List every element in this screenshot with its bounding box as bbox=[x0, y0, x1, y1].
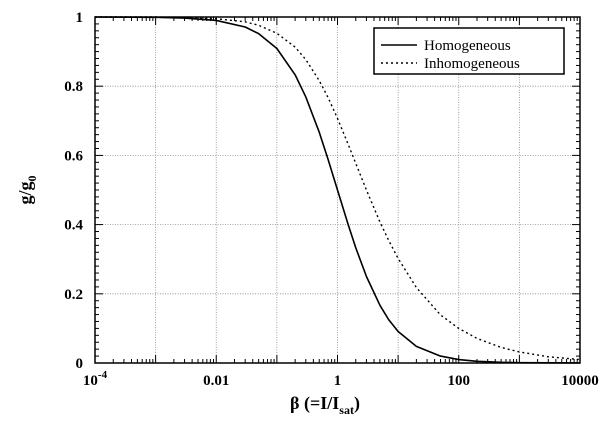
y-tick-label: 0.8 bbox=[64, 79, 83, 95]
legend: Homogeneous Inhomogeneous bbox=[373, 27, 565, 75]
series-line-homogeneous bbox=[94, 16, 581, 364]
y-tick-label: 0.2 bbox=[64, 287, 83, 303]
legend-box bbox=[373, 27, 565, 75]
legend-label-inhomogeneous: Inhomogeneous bbox=[424, 56, 520, 72]
x-tick-label: 10-4 bbox=[83, 369, 108, 389]
plot-frame bbox=[94, 16, 581, 364]
x-tick-label: 100 bbox=[448, 373, 471, 389]
x-tick-label: 0.01 bbox=[203, 373, 229, 389]
x-axis-title-suffix: ) bbox=[354, 393, 360, 414]
x-tick-label-exponent: -4 bbox=[98, 369, 108, 381]
y-tick-labels: 0 0.2 0.4 0.6 0.8 1 bbox=[64, 10, 83, 372]
series-layer bbox=[94, 16, 581, 364]
x-axis-title: β (=I/Isat) bbox=[290, 393, 360, 417]
x-tick-label: 1 bbox=[334, 373, 342, 389]
x-tick-labels: 10-4 0.01 1 100 10000 bbox=[83, 369, 599, 389]
y-tick-label: 0.4 bbox=[64, 218, 83, 234]
x-tick-label-base: 10 bbox=[83, 373, 98, 389]
y-tick-label: 0 bbox=[76, 356, 84, 372]
x-axis-title-prefix: β (=I/I bbox=[290, 393, 339, 414]
y-axis-title-subscript: 0 bbox=[25, 175, 39, 181]
legend-label-homogeneous: Homogeneous bbox=[424, 38, 511, 54]
y-tick-label: 0.6 bbox=[64, 148, 83, 164]
x-tick-label: 10000 bbox=[561, 373, 599, 389]
y-axis-title-main: g/g bbox=[15, 181, 35, 204]
y-tick-label: 1 bbox=[76, 10, 84, 26]
y-axis-title: g/g0 bbox=[15, 175, 39, 204]
x-axis-title-subscript: sat bbox=[339, 403, 354, 417]
